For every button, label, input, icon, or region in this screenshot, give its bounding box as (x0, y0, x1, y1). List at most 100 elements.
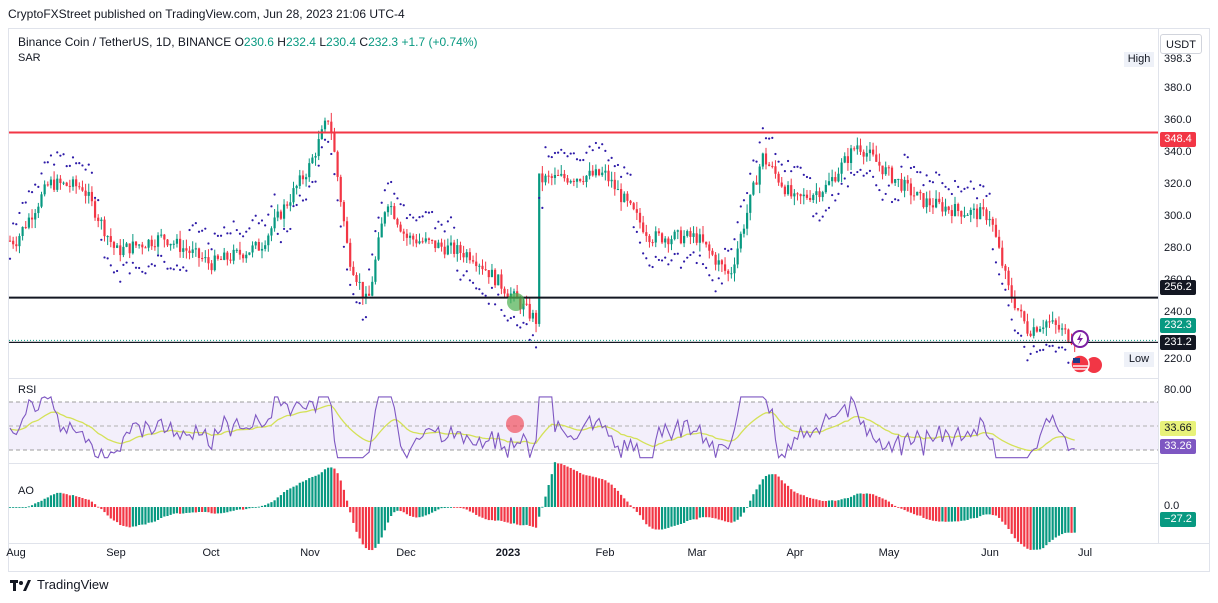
candle-body (415, 239, 418, 244)
sar-dot (620, 175, 623, 178)
candle-body (1035, 327, 1038, 332)
sar-dot (881, 198, 884, 201)
ao-bar (944, 507, 947, 522)
ao-bar (695, 507, 698, 520)
candle-body (708, 244, 711, 251)
candle-body (799, 194, 802, 197)
ao-bar (443, 507, 446, 509)
ao-bar (563, 465, 566, 507)
candle-body (144, 247, 147, 249)
tradingview-footer[interactable]: TradingView (10, 577, 109, 592)
candle-body (673, 231, 676, 240)
candle-body (257, 242, 260, 251)
sar-dot (683, 260, 686, 263)
sar-dot (112, 271, 116, 274)
price-tick: 280.0 (1164, 242, 1192, 254)
rsi-signal-marker (506, 415, 524, 433)
ao-bar (575, 471, 579, 507)
ao-bar (475, 507, 478, 515)
sar-dot (953, 179, 957, 183)
candle-body (777, 173, 780, 183)
ao-bar (960, 507, 963, 521)
candle-body (591, 170, 594, 176)
ao-bar (323, 469, 327, 507)
sar-dot (884, 192, 887, 196)
sar-dot (490, 286, 494, 289)
candle-body (311, 157, 314, 164)
sar-dot (818, 219, 821, 222)
time-tick: Mar (687, 547, 707, 559)
candle-body (500, 274, 503, 289)
sar-dot (166, 267, 169, 270)
ao-bar (56, 492, 59, 507)
ao-bar (897, 507, 900, 508)
sar-dot (796, 165, 799, 168)
last-price-badge: 232.3 (1160, 318, 1196, 333)
ao-bar (327, 467, 330, 507)
candle-body (456, 245, 459, 254)
ao-bar (1032, 507, 1035, 550)
candle-body (471, 260, 475, 262)
pane-divider-rsi[interactable] (9, 378, 1159, 379)
sar-dot (380, 201, 383, 204)
sar-dot (179, 268, 182, 271)
ao-bar (613, 487, 616, 507)
ao-bar (698, 507, 701, 518)
candle-body (569, 180, 572, 183)
sar-dot (352, 292, 355, 296)
sar-dot (106, 257, 109, 260)
ao-bar (1026, 507, 1029, 549)
sar-dot (317, 164, 320, 167)
candle-body (723, 264, 727, 271)
sar-indicator-label[interactable]: SAR (18, 52, 41, 64)
candle-body (582, 181, 585, 183)
ao-bar (868, 493, 872, 507)
ao-bar (746, 507, 749, 508)
candle-body (1051, 320, 1054, 322)
ao-bar (881, 498, 884, 507)
tradingview-logo-icon (10, 579, 31, 591)
sar-dot (560, 148, 563, 151)
candle-body (352, 266, 355, 276)
candle-body (490, 269, 494, 278)
rsi-indicator-label[interactable]: RSI (18, 384, 37, 396)
sar-dot (43, 161, 46, 164)
ao-bar (994, 507, 998, 516)
pane-divider-ao[interactable] (9, 463, 1159, 464)
sar-dot (547, 155, 550, 158)
ao-bar (418, 507, 421, 518)
ao-bar (194, 507, 197, 513)
sar-dot (670, 259, 673, 262)
candle-body (705, 241, 708, 245)
ao-bar (330, 467, 333, 507)
ao-bar (582, 474, 585, 507)
ao-bar (235, 507, 238, 510)
ao-bar (185, 507, 188, 513)
sar-dot (30, 191, 34, 194)
sar-dot (985, 194, 988, 198)
sar-dot (131, 261, 134, 264)
ao-bar (166, 507, 169, 517)
symbol-title[interactable]: Binance Coin / TetherUS, 1D, BINANCE (18, 35, 232, 49)
candle-body (849, 148, 853, 164)
currency-selector[interactable]: USDT (1160, 34, 1202, 54)
symbol-legend[interactable]: Binance Coin / TetherUS, 1D, BINANCE O23… (18, 35, 478, 49)
ao-bar (849, 496, 853, 507)
ao-bar (494, 507, 497, 521)
ao-bar (219, 507, 223, 514)
candle-body (786, 185, 790, 195)
ao-bar (975, 507, 979, 518)
sar-dot (761, 127, 764, 130)
candle-body (412, 235, 415, 240)
candle-body (336, 151, 339, 177)
ao-bar (853, 495, 856, 507)
ao-bar (336, 473, 339, 507)
ao-indicator-label[interactable]: AO (18, 485, 34, 497)
sar-dot (399, 203, 402, 206)
ao-bar (878, 496, 881, 507)
ao-bar (465, 507, 468, 510)
ao-bar (834, 500, 837, 507)
candle-body (30, 217, 34, 220)
sar-dot (465, 270, 468, 273)
